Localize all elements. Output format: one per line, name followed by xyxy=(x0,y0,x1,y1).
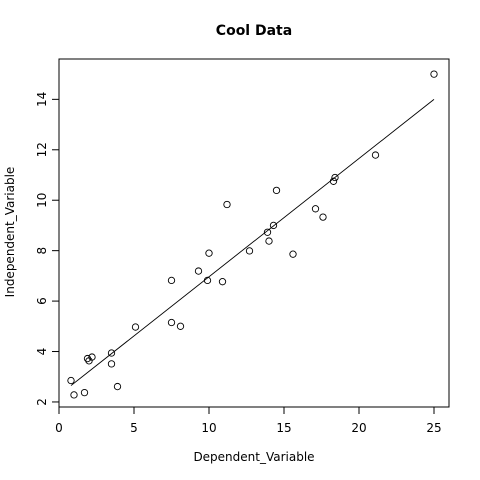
x-tick-label: 20 xyxy=(351,421,366,435)
data-point xyxy=(331,173,339,182)
data-point xyxy=(70,391,78,399)
x-tick-label: 10 xyxy=(201,421,216,435)
y-tick-label: 8 xyxy=(35,247,49,255)
data-point xyxy=(205,249,213,257)
data-point xyxy=(329,177,338,185)
y-tick-label: 2 xyxy=(35,398,49,406)
x-tick-label: 15 xyxy=(276,421,291,435)
y-axis: 2 4 6 8 10 12 14 xyxy=(35,92,59,406)
data-point xyxy=(107,360,116,368)
data-point xyxy=(272,186,281,195)
data-point xyxy=(269,221,278,230)
data-point xyxy=(430,70,438,78)
y-tick-label: 4 xyxy=(35,348,49,356)
data-point xyxy=(263,228,272,236)
data-point xyxy=(83,354,92,363)
x-axis: 0 5 10 15 20 25 xyxy=(55,407,442,435)
y-tick-label: 14 xyxy=(35,92,49,107)
data-point xyxy=(223,200,231,209)
y-axis-label: Independent_Variable xyxy=(3,167,17,298)
x-tick-label: 25 xyxy=(426,421,441,435)
y-tick-label: 6 xyxy=(35,297,49,305)
data-point xyxy=(371,151,380,159)
data-point xyxy=(203,276,212,285)
y-tick-label: 12 xyxy=(35,142,49,157)
data-point xyxy=(167,318,176,327)
data-point xyxy=(67,376,75,385)
data-point xyxy=(289,250,297,258)
data-point xyxy=(176,322,185,330)
data-point xyxy=(131,323,140,331)
chart-title: Cool Data xyxy=(216,23,292,39)
data-point xyxy=(245,247,254,255)
data-point xyxy=(218,278,227,286)
data-point xyxy=(319,213,327,221)
data-points xyxy=(67,70,438,399)
plot-frame xyxy=(58,58,450,408)
regression-line xyxy=(70,98,435,386)
x-tick-label: 0 xyxy=(55,421,63,435)
data-point xyxy=(113,382,122,391)
data-point xyxy=(265,237,273,245)
data-point xyxy=(311,205,320,213)
data-point xyxy=(167,276,176,285)
data-point xyxy=(107,349,116,357)
y-tick-label: 10 xyxy=(35,193,49,208)
data-point xyxy=(88,353,96,361)
data-point xyxy=(80,388,89,397)
x-axis-label: Dependent_Variable xyxy=(193,450,314,464)
data-point xyxy=(194,267,203,275)
x-tick-label: 5 xyxy=(130,421,138,435)
